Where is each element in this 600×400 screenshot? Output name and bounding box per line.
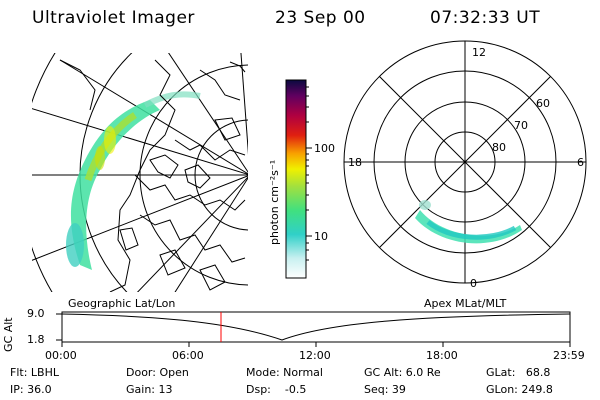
info-gain: Gain: 13 bbox=[126, 383, 173, 396]
geographic-map bbox=[32, 53, 248, 292]
info-ip: IP: 36.0 bbox=[10, 383, 52, 396]
polar-label-70: 70 bbox=[514, 119, 528, 132]
polar-label-12: 12 bbox=[472, 46, 486, 59]
timeline-xtick-2359: 23:59 bbox=[553, 349, 585, 362]
polar-plot bbox=[343, 40, 587, 284]
polar-label-18: 18 bbox=[348, 156, 362, 169]
info-filter: Flt: LBHL bbox=[10, 366, 59, 379]
polar-label-60: 60 bbox=[536, 97, 550, 110]
image-time: 07:32:33 UT bbox=[430, 8, 541, 28]
info-door: Door: Open bbox=[126, 366, 189, 379]
timeline-ytick-1-8: 1.8 bbox=[27, 333, 45, 346]
polar-label-6: 6 bbox=[577, 156, 584, 169]
info-glat: GLat: 68.8 bbox=[486, 366, 551, 379]
altitude-timeline bbox=[56, 311, 571, 347]
info-seq: Seq: 39 bbox=[364, 383, 406, 396]
timeline-xtick-1800: 18:00 bbox=[426, 349, 458, 362]
colorbar-tick-10: 10 bbox=[314, 230, 328, 243]
timeline-xtick-0600: 06:00 bbox=[172, 349, 204, 362]
right-panel-label: Apex MLat/MLT bbox=[424, 297, 507, 310]
colorbar-unit-label: photon cm⁻²s⁻¹ bbox=[268, 159, 281, 245]
app-title: Ultraviolet Imager bbox=[32, 8, 195, 28]
timeline-axis-title: GC Alt bbox=[2, 317, 15, 352]
polar-label-0: 0 bbox=[470, 277, 477, 290]
info-mode: Mode: Normal bbox=[246, 366, 323, 379]
colorbar-tick-100: 100 bbox=[314, 142, 335, 155]
info-dsp: Dsp: -0.5 bbox=[246, 383, 307, 396]
timeline-xtick-0000: 00:00 bbox=[45, 349, 77, 362]
aurora-oval-polar bbox=[415, 200, 522, 244]
info-glon: GLon: 249.8 bbox=[486, 383, 553, 396]
info-gc-alt: GC Alt: 6.0 Re bbox=[364, 366, 441, 379]
aurora-oval-geo bbox=[66, 91, 201, 270]
timeline-ytick-9: 9.0 bbox=[27, 307, 45, 320]
coastlines bbox=[59, 59, 246, 292]
polar-label-80: 80 bbox=[492, 141, 506, 154]
image-date: 23 Sep 00 bbox=[275, 8, 366, 28]
timeline-xtick-1200: 12:00 bbox=[299, 349, 331, 362]
colorbar bbox=[285, 79, 312, 279]
left-panel-label: Geographic Lat/Lon bbox=[68, 297, 176, 310]
